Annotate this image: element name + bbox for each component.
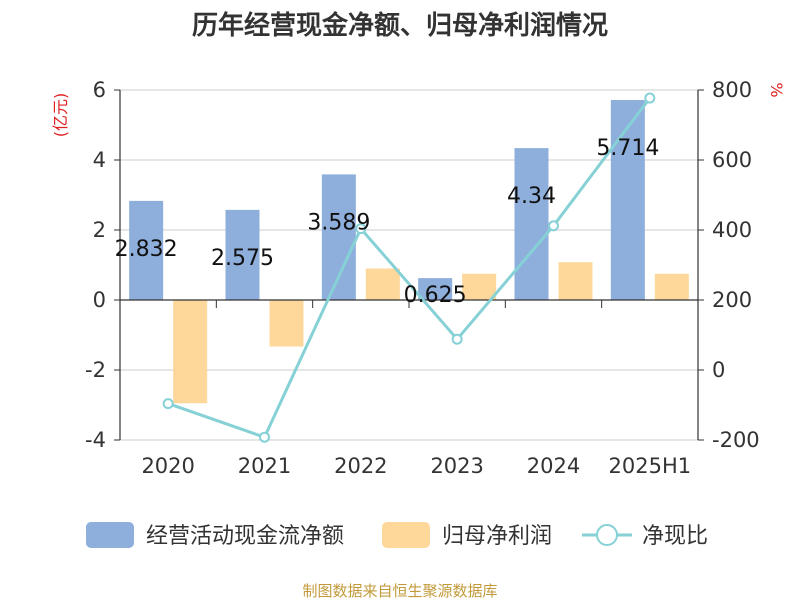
bar-operating-cashflow	[418, 278, 453, 300]
right-tick-label: -200	[712, 428, 760, 452]
right-axis-unit: %	[767, 82, 786, 97]
chart-title: 历年经营现金净额、归母净利润情况	[192, 10, 608, 41]
x-tick-label: 2021	[238, 454, 291, 478]
x-tick-label: 2024	[527, 454, 580, 478]
left-tick-label: 2	[93, 218, 106, 242]
x-tick-label: 2023	[430, 454, 483, 478]
ratio-point	[548, 220, 559, 232]
ratio-point	[644, 92, 656, 104]
bars	[129, 100, 689, 404]
ratio-point	[259, 431, 270, 443]
right-tick-label: 800	[712, 78, 752, 102]
ratio-point	[355, 223, 367, 235]
left-tick-label: 4	[93, 148, 106, 172]
legend-marker-ratio	[596, 524, 618, 546]
ratio-line	[162, 92, 656, 443]
left-tick-label: -2	[85, 358, 106, 382]
data-label: 3.589	[307, 210, 370, 235]
data-labels: 2.832 2.575 3.589 0.625 4.34 5.714	[115, 136, 660, 308]
data-label: 0.625	[404, 283, 467, 308]
bar-operating-cashflow	[514, 148, 549, 300]
bar-operating-cashflow	[610, 100, 645, 300]
legend-label-operating-cashflow: 经营活动现金流净额	[146, 524, 344, 549]
ratio-polyline	[167, 97, 652, 440]
bar-operating-cashflow	[225, 209, 260, 300]
left-tick-label: 0	[93, 288, 106, 312]
bar-operating-cashflow	[129, 200, 164, 300]
legend-label-net-profit: 归母净利润	[442, 524, 552, 549]
ratio-point	[162, 398, 174, 410]
right-axis-ticks: 800 600 400 200 0 -200	[698, 78, 760, 452]
bar-operating-cashflow	[321, 174, 356, 300]
bar-net-profit	[558, 262, 593, 300]
left-axis-unit: (亿元)	[51, 93, 70, 138]
data-label: 2.575	[211, 246, 274, 271]
x-tick-label: 2025H1	[609, 454, 692, 478]
ratio-point	[451, 333, 463, 345]
bar-net-profit	[462, 273, 497, 300]
left-axis-ticks: 6 4 2 0 -2 -4	[85, 78, 120, 452]
left-tick-label: 6	[93, 78, 106, 102]
right-tick-label: 0	[712, 358, 725, 382]
data-label: 5.714	[596, 136, 659, 161]
axes	[119, 90, 699, 440]
bar-net-profit	[654, 273, 689, 300]
x-tick-label: 2020	[141, 454, 194, 478]
right-tick-label: 200	[712, 288, 752, 312]
source-note: 制图数据来自恒生聚源数据库	[302, 582, 497, 600]
legend-swatch-net-profit	[382, 522, 430, 548]
legend-swatch-operating-cashflow	[86, 522, 134, 548]
bar-net-profit	[269, 300, 304, 347]
data-label: 4.34	[507, 184, 556, 209]
legend-label-ratio: 净现比	[642, 524, 708, 549]
bar-net-profit	[173, 300, 208, 404]
x-axis-ticks: 2020 2021 2022 2023 2024 2025H1	[141, 454, 691, 478]
right-tick-label: 400	[712, 218, 752, 242]
bar-net-profit	[365, 268, 400, 300]
left-tick-label: -4	[85, 428, 106, 452]
legend[interactable]: 经营活动现金流净额 归母净利润 净现比	[86, 522, 708, 549]
right-tick-label: 600	[712, 148, 752, 172]
x-tick-label: 2022	[334, 454, 387, 478]
data-label: 2.832	[115, 237, 178, 262]
